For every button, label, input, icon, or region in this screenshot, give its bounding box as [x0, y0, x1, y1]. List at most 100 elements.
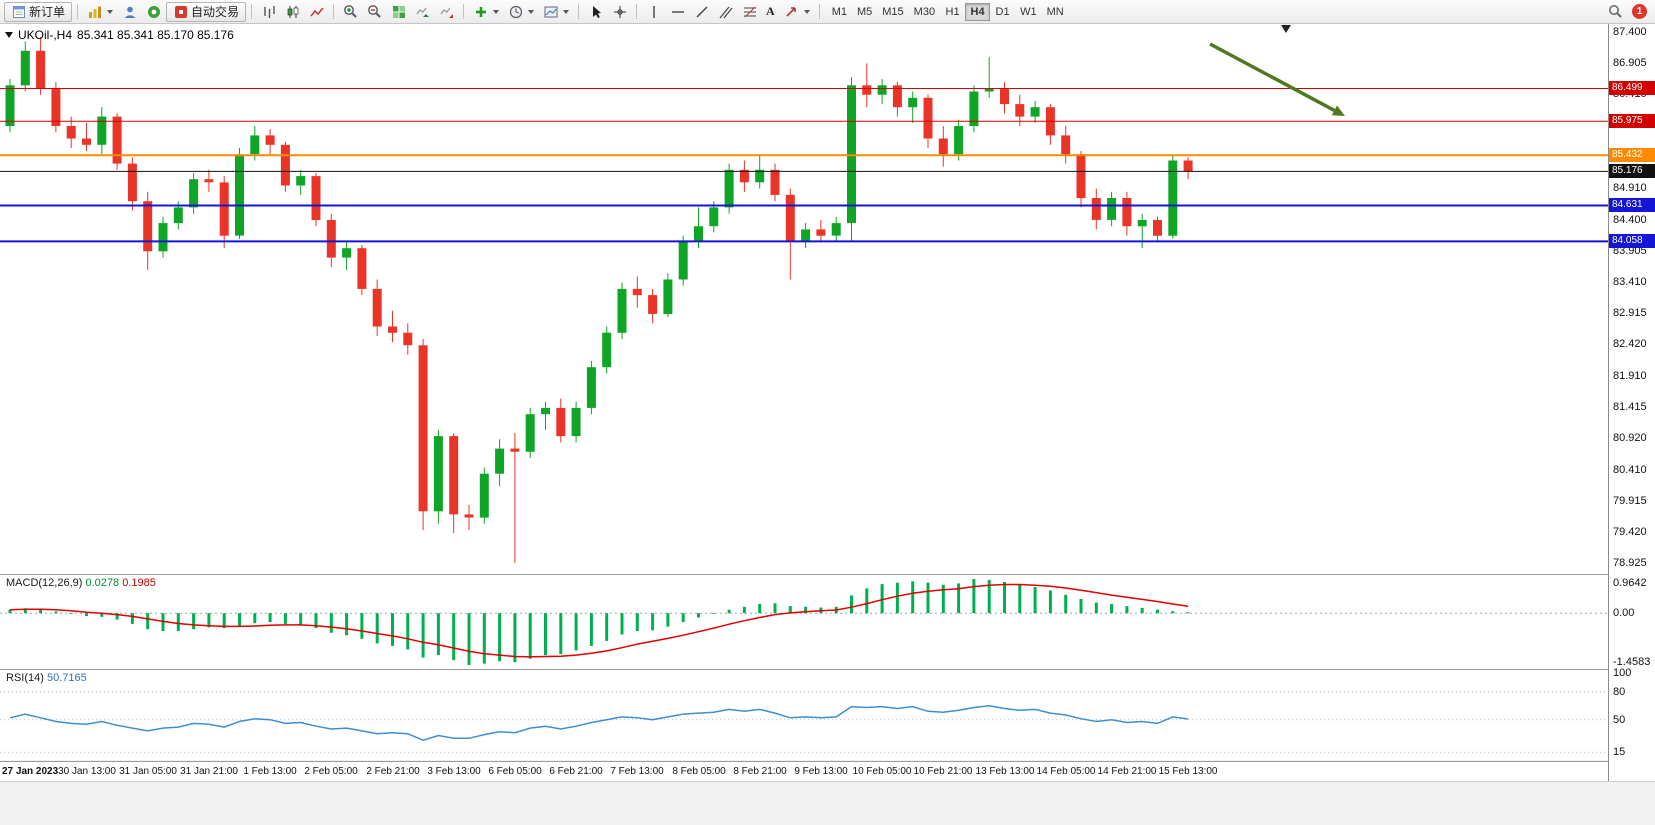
rsi-value: 50.7165	[46, 672, 87, 684]
chart-title: UKOil-,H4 85.341 85.341 85.170 85.176	[5, 28, 234, 42]
auto-scroll-button[interactable]	[411, 2, 434, 22]
macd-pane[interactable]: MACD(12,26,9) 0.0278 0.1985	[0, 575, 1608, 669]
time-axis-label: 27 Jan 2023	[2, 766, 59, 777]
rsi-chart	[0, 691, 1608, 753]
cursor-button[interactable]	[584, 2, 607, 22]
search-button[interactable]	[1604, 2, 1627, 22]
price-tick-label: 81.910	[1613, 370, 1647, 382]
new-chart-icon	[87, 4, 102, 19]
template-button[interactable]	[539, 2, 573, 22]
timeframe-m15-button[interactable]: M15	[877, 3, 908, 21]
cursor-icon	[588, 4, 603, 19]
fibonacci-button[interactable]	[738, 2, 761, 22]
price-tick-label: 83.410	[1613, 276, 1647, 288]
vertical-line-button[interactable]	[642, 2, 665, 22]
bar-chart-button[interactable]	[257, 2, 280, 22]
price-tick-label: 82.420	[1613, 338, 1647, 350]
price-axis[interactable]: 87.40086.90586.41085.91085.42084.91084.4…	[1608, 24, 1655, 781]
rsi-scale-label: 80	[1613, 686, 1626, 698]
ohlc-values: 85.341 85.341 85.170 85.176	[77, 28, 234, 42]
arrows-tool-button[interactable]	[780, 2, 814, 22]
price-tick-label: 84.910	[1613, 182, 1647, 194]
level-price-tag: 84.058	[1609, 234, 1655, 248]
timeframe-m1-button[interactable]: M1	[827, 3, 852, 21]
rsi-scale-label: 50	[1613, 714, 1626, 726]
rsi-pane[interactable]: RSI(14) 50.7165	[0, 670, 1608, 760]
toolbar-separator	[636, 4, 638, 19]
time-axis-label: 15 Feb 13:00	[1158, 766, 1218, 777]
zoom-in-button[interactable]	[339, 2, 362, 22]
channel-icon	[718, 4, 733, 19]
text-tool-button[interactable]: A	[762, 2, 779, 22]
profiles-icon	[122, 4, 137, 19]
annotation-arrow	[1209, 42, 1336, 112]
trendline-button[interactable]	[690, 2, 713, 22]
profiles-button[interactable]	[118, 2, 141, 22]
channel-button[interactable]	[714, 2, 737, 22]
symbol-period-label: UKOil-,H4	[18, 28, 73, 42]
time-axis-label: 8 Feb 05:00	[672, 766, 726, 777]
line-chart-button[interactable]	[305, 2, 328, 22]
community-icon	[146, 4, 161, 19]
timeframe-mn-button[interactable]: MN	[1042, 3, 1069, 21]
level-price-tag: 85.432	[1609, 148, 1655, 162]
time-axis-label: 13 Feb 13:00	[975, 766, 1035, 777]
time-axis-label: 14 Feb 21:00	[1097, 766, 1157, 777]
candlestick-button[interactable]	[281, 2, 304, 22]
chevron-down-icon	[493, 9, 500, 14]
timeframe-w1-button[interactable]: W1	[1015, 3, 1042, 21]
one-click-trading-toggle-icon[interactable]	[5, 32, 13, 38]
horizontal-line-button[interactable]	[666, 2, 689, 22]
time-axis-label: 2 Feb 05:00	[304, 766, 358, 777]
zoom-out-button[interactable]	[363, 2, 386, 22]
pane-separator[interactable]	[0, 574, 1608, 575]
time-axis-label: 30 Jan 13:00	[58, 766, 116, 777]
crosshair-button[interactable]	[608, 2, 631, 22]
auto-trading-label: 自动交易	[191, 5, 240, 19]
new-order-icon	[11, 4, 26, 19]
timeframe-m5-button[interactable]: M5	[852, 3, 877, 21]
toolbar-separator	[578, 4, 580, 19]
chevron-down-icon	[563, 9, 570, 14]
timeframe-d1-button[interactable]: D1	[990, 3, 1015, 21]
macd-label: MACD(12,26,9) 0.0278 0.1985	[6, 577, 156, 589]
new-chart-button[interactable]	[83, 2, 117, 22]
macd-scale-label: -1.4583	[1613, 656, 1651, 668]
template-icon	[543, 4, 558, 19]
auto-trading-button[interactable]: 自动交易	[166, 1, 247, 22]
auto-trading-icon	[173, 4, 188, 19]
chevron-down-icon	[107, 9, 114, 14]
pane-separator[interactable]	[0, 669, 1608, 670]
toolbar-separator	[333, 4, 335, 19]
bottom-strip	[0, 781, 1655, 825]
macd-chart	[0, 579, 1608, 665]
time-axis-label: 1 Feb 13:00	[243, 766, 297, 777]
time-axis[interactable]: 27 Jan 2023 30 Jan 13:00 31 Jan 05:00 31 Ja…	[0, 761, 1608, 781]
toolbar-separator	[77, 4, 79, 19]
price-tick-label: 78.925	[1613, 557, 1647, 569]
new-order-label: 新订单	[29, 5, 66, 19]
periods-button[interactable]	[504, 2, 538, 22]
timeframe-m30-button[interactable]: M30	[909, 3, 940, 21]
search-icon	[1608, 4, 1623, 19]
time-axis-label: 2 Feb 21:00	[366, 766, 420, 777]
new-order-button[interactable]: 新订单	[4, 1, 73, 22]
price-chart-pane[interactable]: UKOil-,H4 85.341 85.341 85.170 85.176	[0, 24, 1608, 574]
macd-main-value: 0.0278	[85, 577, 120, 589]
auto-scroll-icon	[415, 4, 430, 19]
notification-badge[interactable]: 1	[1632, 4, 1647, 19]
tile-windows-button[interactable]	[387, 2, 410, 22]
price-tick-label: 79.420	[1613, 526, 1647, 538]
toolbar-separator	[818, 4, 820, 19]
timeframe-h4-button[interactable]: H4	[965, 2, 991, 21]
crosshair-icon	[612, 4, 627, 19]
chevron-down-icon	[803, 9, 810, 14]
chart-shift-button[interactable]	[435, 2, 458, 22]
chart-shift-marker-icon	[1281, 25, 1291, 33]
community-button[interactable]	[142, 2, 165, 22]
price-tick-label: 87.400	[1613, 26, 1647, 38]
timeframe-h1-button[interactable]: H1	[940, 3, 965, 21]
price-tick-label: 82.915	[1613, 307, 1647, 319]
indicators-button[interactable]	[469, 2, 503, 22]
